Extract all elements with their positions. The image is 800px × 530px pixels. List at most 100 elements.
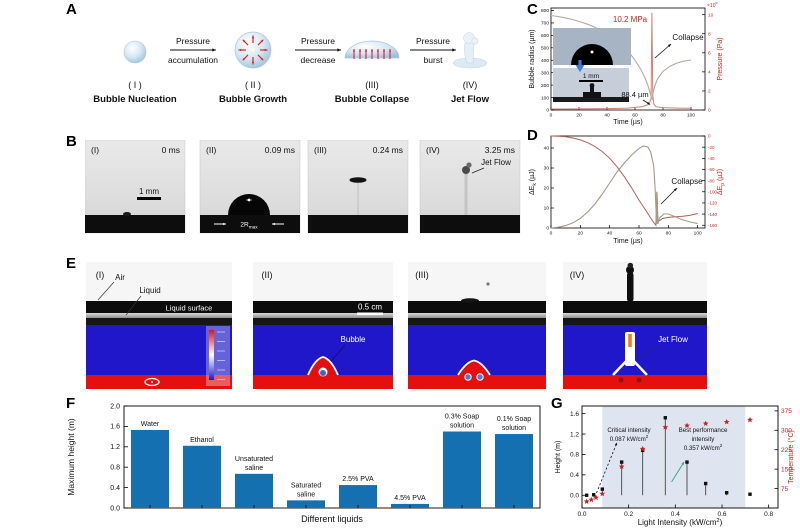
- panel-a-schematic: Pressure accumulation Pressure decrease Pres…: [80, 12, 525, 121]
- svg-text:150: 150: [781, 466, 792, 473]
- g-yaxis-label: Height (m): [555, 441, 562, 474]
- svg-text:-60: -60: [708, 167, 715, 172]
- shaded-region: [602, 406, 746, 508]
- svg-text:60: 60: [632, 113, 638, 119]
- panel-d-chart: 0 10 20 30 40 0 20 40 60 80 100 0 -20 -40 -60 -80 -100 -1…: [525, 126, 800, 263]
- frame-timestamp: 0.24 ms: [373, 145, 403, 155]
- bar-label: solution: [502, 425, 526, 432]
- svg-text:1.6: 1.6: [110, 424, 120, 431]
- svg-text:100: 100: [687, 113, 695, 119]
- svg-text:2.0: 2.0: [110, 403, 120, 410]
- height-marker: [640, 448, 645, 453]
- bar: [443, 431, 481, 508]
- stage-numeral: (III): [365, 80, 379, 90]
- svg-text:20: 20: [576, 113, 582, 119]
- panel-d-canvas: 0 10 20 30 40 0 20 40 60 80 100 0 -20 -40 -60 -80 -100 -1…: [529, 134, 726, 245]
- temperature-marker: [684, 422, 690, 428]
- frame-timestamp: 0 ms: [162, 145, 180, 155]
- bar-label: saline: [297, 491, 315, 498]
- frame-numeral: (I): [96, 270, 105, 280]
- c-y2axis-label: Pressure (Pa): [717, 37, 724, 80]
- stage-numeral: (IV): [463, 80, 478, 90]
- temperature-marker: [702, 420, 709, 426]
- min-radius-label: 88.4 µm: [621, 90, 648, 99]
- temperature-marker: [599, 490, 606, 497]
- height-marker: [703, 481, 708, 486]
- height-marker: [724, 491, 729, 495]
- c-y2-scale-note: ×106: [707, 2, 717, 9]
- bar: [183, 445, 221, 508]
- bubble-collapse-icon: [344, 40, 400, 59]
- diameter-label: 2Rmax: [240, 222, 258, 230]
- frame-timestamp: 0.09 ms: [265, 145, 295, 155]
- svg-text:80: 80: [666, 231, 672, 237]
- height-marker: [619, 460, 624, 464]
- panel-g-letter: G: [551, 395, 563, 412]
- svg-text:0: 0: [550, 113, 553, 119]
- e-frame-2: (II) 0.5 cm Bubble: [253, 262, 393, 389]
- svg-text:0.0: 0.0: [110, 505, 120, 512]
- svg-text:0.4: 0.4: [671, 511, 680, 518]
- height-marker: [748, 492, 752, 496]
- photo-jet-column: [627, 272, 634, 302]
- collapse-label: Collapse: [671, 177, 703, 186]
- critical-intensity-label: Critical intensity: [607, 427, 651, 434]
- kinetic-energy-curve: [550, 145, 698, 229]
- svg-text:1.6: 1.6: [570, 411, 579, 418]
- svg-text:40: 40: [604, 113, 610, 119]
- svg-text:300: 300: [781, 427, 792, 434]
- bar-label: solution: [450, 423, 474, 430]
- svg-text:75: 75: [781, 486, 789, 493]
- b-frame-2: (II) 0.09 ms 2Rmax: [199, 139, 301, 234]
- svg-text:0.4: 0.4: [570, 472, 579, 479]
- bar: [339, 485, 377, 508]
- frame-numeral: (II): [206, 145, 217, 155]
- best-intensity-label: Best performance: [679, 427, 728, 434]
- height-marker: [663, 416, 667, 420]
- pressure-curve: [550, 12, 692, 110]
- panel-f-letter: F: [66, 395, 76, 412]
- temperature-marker: [639, 445, 646, 452]
- svg-text:0.8: 0.8: [570, 452, 579, 459]
- stage-numeral: ( II ): [245, 80, 261, 90]
- svg-text:20: 20: [544, 186, 550, 192]
- temperature-marker: [662, 424, 669, 430]
- potential-energy-curve: [550, 135, 698, 227]
- bar-label: Water: [141, 421, 160, 428]
- svg-text:1.2: 1.2: [110, 444, 120, 451]
- svg-text:-40: -40: [708, 156, 715, 161]
- temperature-marker: [723, 419, 730, 425]
- stage-name: Bubble Collapse: [335, 94, 409, 105]
- g-y2axis-label: Temperature (°C): [787, 430, 795, 484]
- transition-label-bottom: decrease: [301, 55, 336, 65]
- transition-label-bottom: burst: [424, 55, 444, 65]
- inset-down-arrow-icon: [575, 65, 585, 72]
- transition-label-top: Pressure: [301, 36, 335, 46]
- liquid-label: Liquid: [139, 286, 160, 295]
- frame-numeral: (I): [91, 145, 99, 155]
- scale-bar: [357, 312, 383, 315]
- svg-text:20: 20: [578, 231, 584, 237]
- collapsing-mound: [457, 359, 491, 376]
- panel-d-letter: D: [527, 127, 538, 144]
- bubble-radius-curve: [550, 14, 692, 101]
- bar: [235, 473, 273, 508]
- c-yaxis-label: Bubble radius (µm): [529, 29, 536, 88]
- svg-text:800: 800: [541, 8, 549, 14]
- svg-text:0.0: 0.0: [570, 492, 579, 499]
- svg-text:0: 0: [550, 231, 553, 237]
- svg-text:0.8: 0.8: [110, 465, 120, 472]
- svg-text:375: 375: [781, 408, 792, 415]
- d-xaxis-label: Time (µs): [613, 238, 642, 245]
- svg-text:500: 500: [541, 46, 549, 52]
- frame-numeral: (III): [314, 145, 327, 155]
- panel-f-canvas: 0.0 0.4 0.8 1.2 1.6 2.0 Maximum height (m) Diff…: [66, 403, 541, 524]
- temperature-marker: [618, 463, 625, 469]
- svg-text:200: 200: [541, 83, 549, 89]
- svg-text:100: 100: [694, 231, 702, 237]
- svg-text:2: 2: [708, 89, 711, 95]
- svg-text:0.2: 0.2: [624, 511, 633, 518]
- svg-text:-160: -160: [708, 223, 718, 228]
